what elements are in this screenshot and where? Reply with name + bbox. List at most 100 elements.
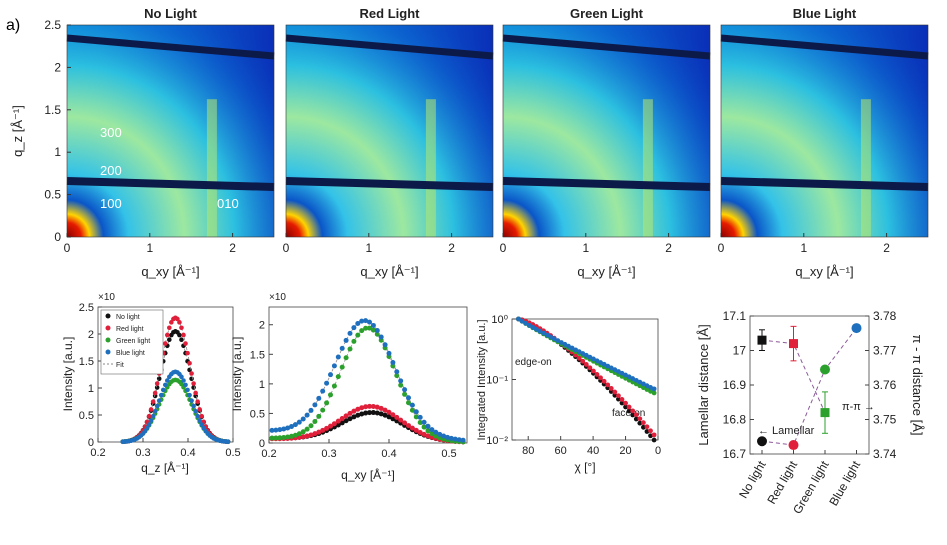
data-point: [386, 350, 392, 356]
heatmap-frame: [285, 24, 494, 238]
x-axis-label: q_xy [Å⁻¹]: [360, 264, 418, 279]
x-tick-label: 0: [64, 241, 71, 255]
lamellar-point: [820, 364, 830, 375]
data-point: [394, 369, 400, 375]
data-point: [644, 429, 650, 434]
data-point: [598, 360, 603, 365]
curve-annotation: edge-on: [515, 357, 552, 368]
data-point: [312, 402, 318, 408]
heatmap-frame: [720, 24, 929, 238]
y-tick-label: 0.5: [44, 188, 61, 202]
data-point: [413, 409, 419, 415]
data-point: [382, 342, 388, 348]
data-point: [630, 379, 636, 385]
data-point: [316, 413, 322, 419]
data-point: [355, 412, 361, 418]
data-point: [300, 434, 306, 440]
data-point: [409, 407, 415, 413]
data-point: [367, 410, 372, 416]
data-point: [598, 375, 603, 381]
data-point: [167, 325, 172, 331]
y-axis-label-left: Lamellar distance [Å]: [696, 324, 711, 445]
data-point: [626, 374, 632, 380]
fit-line: [271, 327, 463, 443]
data-point: [367, 325, 372, 331]
data-point: [320, 407, 326, 413]
data-point: [320, 388, 326, 394]
data-point: [644, 387, 650, 392]
fit-line: [122, 379, 229, 443]
data-point: [328, 392, 333, 398]
data-point: [630, 408, 636, 414]
data-point: [566, 343, 571, 349]
data-point: [363, 318, 369, 324]
x-axis-label: q_z [Å⁻¹]: [141, 460, 189, 475]
legend-marker: [105, 313, 111, 319]
y-tick-label: 0: [88, 437, 94, 449]
data-point: [382, 407, 388, 413]
panel-label: a): [6, 17, 20, 34]
peak-label: 100: [100, 196, 122, 211]
x-tick-label: 1: [800, 241, 807, 255]
data-point: [425, 433, 431, 439]
data-point: [637, 379, 643, 385]
data-point: [177, 320, 182, 325]
data-point: [158, 392, 164, 398]
data-point: [175, 316, 180, 322]
data-point: [619, 397, 625, 402]
data-point: [594, 372, 600, 377]
x-tick-label: 1: [146, 241, 153, 255]
data-point: [623, 400, 628, 406]
peak-label: 010: [217, 196, 239, 211]
y-tick-label: 10⁻²: [486, 435, 508, 447]
legend-label: Fit: [116, 362, 124, 369]
data-point: [370, 410, 376, 416]
data-point: [347, 330, 353, 336]
data-point: [413, 427, 419, 433]
axis-multiplier: ×10: [269, 292, 286, 303]
data-point: [641, 381, 646, 387]
data-point: [456, 437, 462, 443]
data-point: [601, 378, 607, 384]
x-axis-label: q_xy [Å⁻¹]: [795, 264, 853, 279]
heatmap-panel: Green Light 0 1 2 q_xy [Å⁻¹]: [500, 6, 711, 279]
y-tick-label: 1.5: [44, 103, 61, 117]
y-tick-label: 1: [54, 145, 61, 159]
legend-label: Green light: [116, 338, 150, 345]
x-axis-label: χ [°]: [574, 460, 595, 474]
data-point: [296, 431, 302, 437]
y-tick-label: 10⁻¹: [486, 375, 508, 387]
data-point: [526, 322, 532, 328]
pipi-point: [757, 335, 767, 345]
data-point: [398, 417, 404, 423]
data-point: [421, 431, 427, 437]
data-point: [150, 399, 156, 404]
x-category-label: Blue light: [826, 458, 863, 508]
data-point: [351, 338, 357, 344]
data-point: [324, 400, 330, 406]
legend-label: Blue light: [116, 350, 145, 357]
x-tick-label: 0: [718, 241, 725, 255]
heatmap-frame: [66, 24, 275, 238]
data-point: [331, 421, 337, 427]
data-point: [651, 390, 657, 396]
y-axis-label: Intensity [a.u.]: [61, 337, 75, 412]
data-point: [460, 437, 466, 443]
data-point: [580, 358, 586, 364]
data-point: [355, 406, 361, 412]
y-tick-label: 0: [259, 438, 265, 450]
data-point: [406, 400, 411, 406]
data-point: [339, 364, 345, 370]
x-tick-label: 0.3: [321, 448, 336, 460]
heatmap-intensity: [67, 25, 274, 237]
detector-gap: [720, 177, 929, 191]
data-point: [421, 419, 427, 425]
data-point: [641, 385, 646, 391]
data-point: [630, 412, 636, 418]
data-point: [177, 332, 182, 338]
y-axis-label-right: π - π distance [Å]: [910, 334, 925, 435]
legend-marker: [105, 337, 111, 343]
legend-box: [100, 309, 164, 375]
curve-annotation: face-on: [612, 408, 645, 419]
